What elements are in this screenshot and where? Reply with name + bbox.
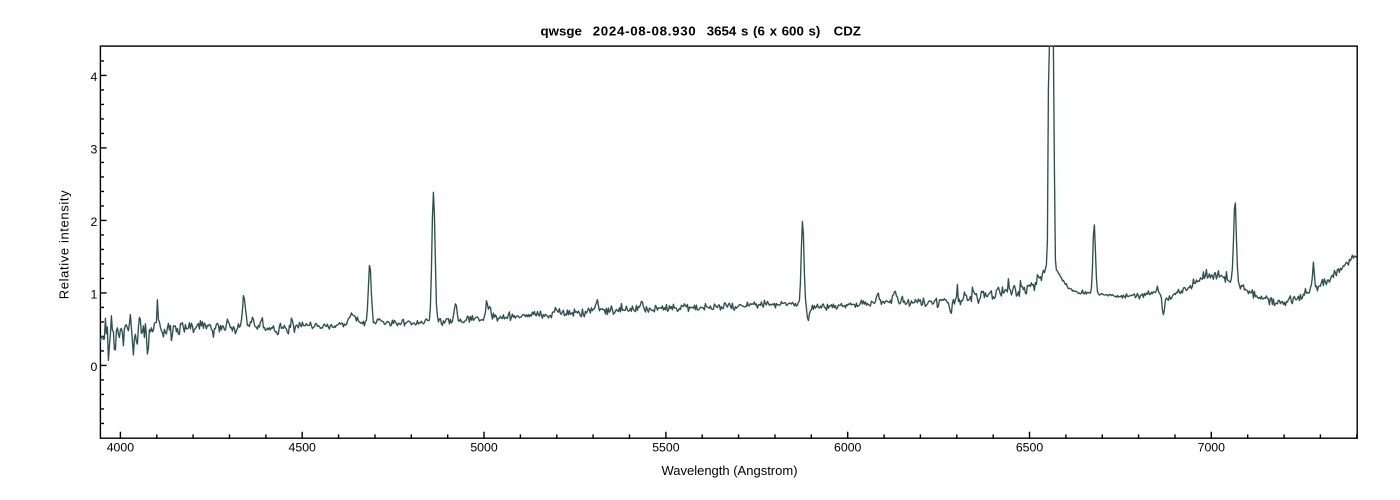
svg-text:2: 2	[91, 215, 98, 229]
svg-text:3: 3	[91, 142, 98, 156]
svg-text:6500: 6500	[1016, 440, 1044, 454]
svg-text:0: 0	[91, 360, 98, 374]
svg-text:2024-08-08.930: 2024-08-08.930	[593, 24, 697, 39]
svg-text:6000: 6000	[834, 440, 862, 454]
svg-text:1: 1	[91, 287, 98, 301]
svg-text:5000: 5000	[470, 440, 498, 454]
svg-text:4500: 4500	[289, 440, 317, 454]
svg-text:Wavelength (Angstrom): Wavelength (Angstrom)	[661, 463, 797, 478]
svg-text:4000: 4000	[107, 440, 135, 454]
svg-text:qwsge: qwsge	[541, 24, 582, 39]
svg-text:3654 s (6 x 600 s): 3654 s (6 x 600 s)	[707, 24, 821, 39]
svg-text:7000: 7000	[1198, 440, 1226, 454]
svg-text:Relative intensity: Relative intensity	[57, 190, 72, 299]
svg-text:CDZ: CDZ	[834, 24, 861, 39]
svg-text:5500: 5500	[652, 440, 680, 454]
svg-text:4: 4	[91, 70, 98, 84]
